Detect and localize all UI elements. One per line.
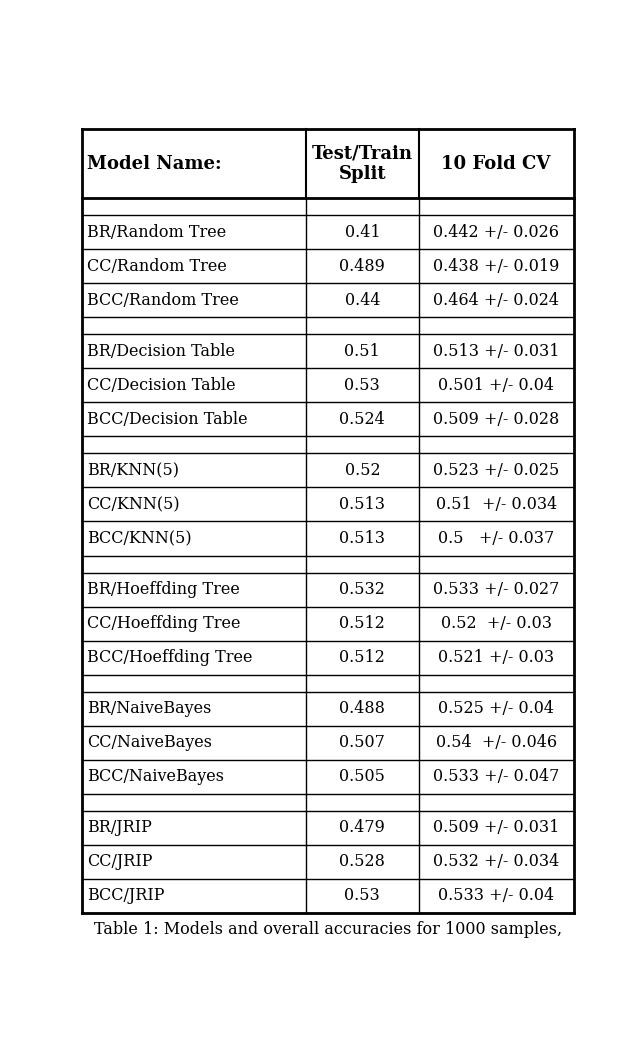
Text: 0.532 +/- 0.034: 0.532 +/- 0.034: [433, 853, 559, 870]
Text: 0.533 +/- 0.04: 0.533 +/- 0.04: [438, 887, 554, 904]
Text: 0.528: 0.528: [339, 853, 385, 870]
Text: 0.44: 0.44: [344, 292, 380, 309]
Bar: [83, 607, 573, 640]
Text: CC/NaiveBayes: CC/NaiveBayes: [88, 734, 212, 751]
Text: BCC/Random Tree: BCC/Random Tree: [88, 292, 239, 309]
Bar: [83, 521, 573, 556]
Text: 0.5   +/- 0.037: 0.5 +/- 0.037: [438, 530, 554, 546]
Bar: [83, 487, 573, 521]
Text: 0.509 +/- 0.031: 0.509 +/- 0.031: [433, 820, 559, 837]
Bar: [83, 129, 573, 198]
Text: 0.479: 0.479: [339, 820, 385, 837]
Text: 0.532: 0.532: [339, 581, 385, 598]
Bar: [83, 318, 573, 334]
Text: BCC/NaiveBayes: BCC/NaiveBayes: [88, 768, 225, 785]
Text: 0.523 +/- 0.025: 0.523 +/- 0.025: [433, 462, 559, 479]
Text: 0.51  +/- 0.034: 0.51 +/- 0.034: [436, 496, 557, 513]
Text: 0.53: 0.53: [344, 377, 380, 394]
Bar: [83, 640, 573, 674]
Bar: [83, 793, 573, 811]
Bar: [83, 811, 573, 845]
Bar: [83, 198, 573, 215]
Text: CC/Random Tree: CC/Random Tree: [88, 257, 227, 274]
Text: BR/KNN(5): BR/KNN(5): [88, 462, 179, 479]
Text: CC/KNN(5): CC/KNN(5): [88, 496, 180, 513]
Text: 0.525 +/- 0.04: 0.525 +/- 0.04: [438, 701, 554, 717]
Bar: [83, 283, 573, 318]
Bar: [83, 402, 573, 437]
Bar: [83, 573, 573, 607]
Text: BR/NaiveBayes: BR/NaiveBayes: [88, 701, 212, 717]
Text: 0.53: 0.53: [344, 887, 380, 904]
Bar: [83, 845, 573, 879]
Bar: [83, 437, 573, 454]
Text: BR/Random Tree: BR/Random Tree: [88, 224, 227, 241]
Text: BCC/JRIP: BCC/JRIP: [88, 887, 165, 904]
Text: 0.52: 0.52: [344, 462, 380, 479]
Bar: [83, 726, 573, 760]
Text: 0.533 +/- 0.047: 0.533 +/- 0.047: [433, 768, 559, 785]
Text: BR/JRIP: BR/JRIP: [88, 820, 152, 837]
Text: CC/JRIP: CC/JRIP: [88, 853, 153, 870]
Text: 0.513: 0.513: [339, 496, 385, 513]
Text: 0.489: 0.489: [339, 257, 385, 274]
Text: 0.501 +/- 0.04: 0.501 +/- 0.04: [438, 377, 554, 394]
Text: 0.464 +/- 0.024: 0.464 +/- 0.024: [433, 292, 559, 309]
Text: 0.442 +/- 0.026: 0.442 +/- 0.026: [433, 224, 559, 241]
Text: CC/Decision Table: CC/Decision Table: [88, 377, 236, 394]
Text: 0.513 +/- 0.031: 0.513 +/- 0.031: [433, 343, 559, 360]
Bar: [83, 692, 573, 726]
Text: 0.488: 0.488: [339, 701, 385, 717]
Text: 0.507: 0.507: [339, 734, 385, 751]
Text: 0.54  +/- 0.046: 0.54 +/- 0.046: [436, 734, 557, 751]
Bar: [83, 249, 573, 283]
Text: 0.51: 0.51: [344, 343, 380, 360]
Text: 0.512: 0.512: [339, 649, 385, 666]
Text: 0.438 +/- 0.019: 0.438 +/- 0.019: [433, 257, 559, 274]
Text: BCC/KNN(5): BCC/KNN(5): [88, 530, 192, 546]
Bar: [83, 368, 573, 402]
Bar: [83, 215, 573, 249]
Text: BCC/Decision Table: BCC/Decision Table: [88, 410, 248, 428]
Text: CC/Hoeffding Tree: CC/Hoeffding Tree: [88, 615, 241, 632]
Text: 0.52  +/- 0.03: 0.52 +/- 0.03: [441, 615, 552, 632]
Text: BR/Hoeffding Tree: BR/Hoeffding Tree: [88, 581, 240, 598]
Text: BCC/Hoeffding Tree: BCC/Hoeffding Tree: [88, 649, 253, 666]
Text: Table 1: Models and overall accuracies for 1000 samples,: Table 1: Models and overall accuracies f…: [94, 921, 562, 938]
Text: Model Name:: Model Name:: [88, 155, 222, 173]
Text: 0.521 +/- 0.03: 0.521 +/- 0.03: [438, 649, 554, 666]
Bar: [83, 674, 573, 692]
Text: 10 Fold CV: 10 Fold CV: [442, 155, 551, 173]
Text: 0.533 +/- 0.027: 0.533 +/- 0.027: [433, 581, 559, 598]
Text: Test/Train
Split: Test/Train Split: [312, 145, 413, 183]
Bar: [83, 556, 573, 573]
Text: 0.505: 0.505: [339, 768, 385, 785]
Text: 0.524: 0.524: [339, 410, 385, 428]
Text: 0.509 +/- 0.028: 0.509 +/- 0.028: [433, 410, 559, 428]
Bar: [83, 454, 573, 487]
Bar: [83, 879, 573, 913]
Text: 0.41: 0.41: [344, 224, 380, 241]
Text: 0.512: 0.512: [339, 615, 385, 632]
Bar: [83, 760, 573, 793]
Text: 0.513: 0.513: [339, 530, 385, 546]
Text: BR/Decision Table: BR/Decision Table: [88, 343, 236, 360]
Bar: [83, 334, 573, 368]
